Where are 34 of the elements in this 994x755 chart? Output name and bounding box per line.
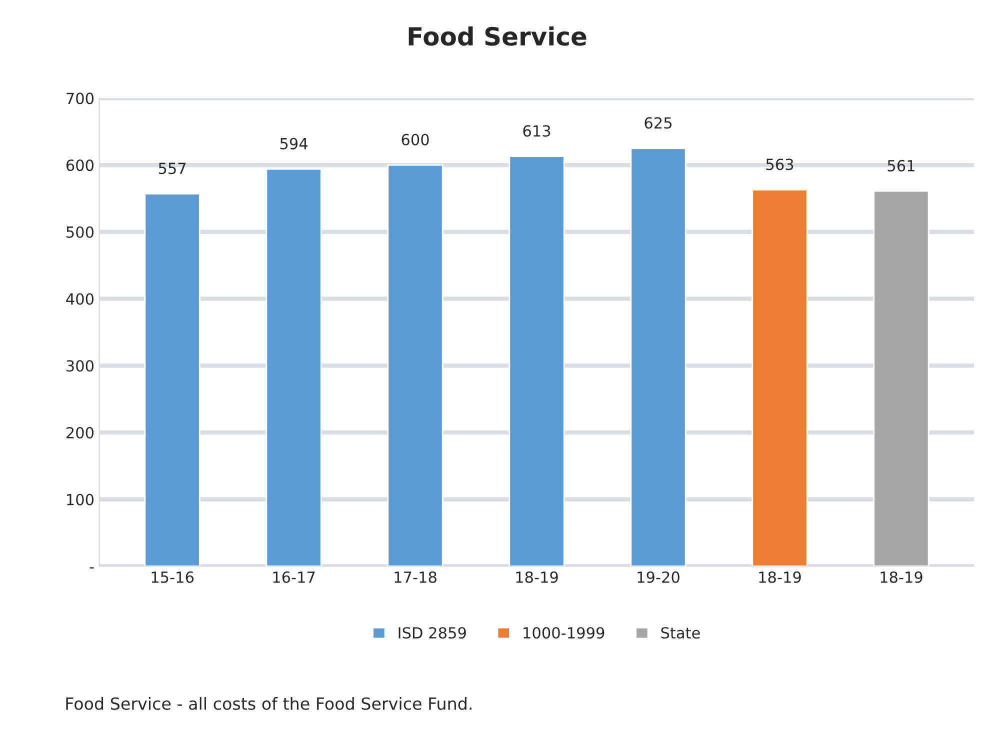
bar — [630, 148, 686, 566]
x-tick-label: 17-18 — [394, 571, 436, 583]
data-label: 563 — [766, 158, 794, 170]
x-tick-label: 16-17 — [273, 571, 315, 583]
y-tick-label: 300 — [66, 360, 94, 372]
y-tick-label: 400 — [66, 293, 94, 305]
y-tick-label: 500 — [66, 226, 94, 238]
x-tick-label: 18-19 — [880, 571, 922, 583]
data-label: 594 — [280, 138, 308, 150]
legend-label: 1000-1999 — [524, 627, 604, 639]
data-label: 625 — [644, 117, 672, 129]
data-label: 557 — [158, 162, 186, 174]
y-tick-label: 100 — [67, 494, 94, 506]
y-tick-label: - — [90, 567, 94, 568]
bar — [387, 164, 444, 566]
bar — [752, 189, 808, 566]
bar — [508, 156, 565, 566]
x-tick-label: 18-19 — [759, 571, 801, 583]
legend-label: ISD 2859 — [398, 627, 466, 639]
data-label: 600 — [402, 134, 429, 146]
bar — [266, 168, 322, 566]
chart-title: Food Service — [408, 26, 586, 46]
text: Food Service - all costs of the Food Service Fund. — [66, 697, 472, 710]
y-tick-label: 200 — [66, 426, 94, 439]
x-tick-label: 19-20 — [638, 571, 680, 583]
x-tick-label: 18-19 — [516, 571, 558, 583]
legend-label: State — [661, 627, 700, 639]
bar — [873, 190, 930, 566]
y-tick-label: 600 — [66, 159, 94, 172]
y-tick-label: 700 — [66, 92, 94, 104]
data-label: 561 — [888, 160, 914, 172]
x-tick-label: 15-16 — [152, 571, 194, 583]
bar — [144, 193, 200, 566]
data-label: 613 — [523, 125, 550, 137]
